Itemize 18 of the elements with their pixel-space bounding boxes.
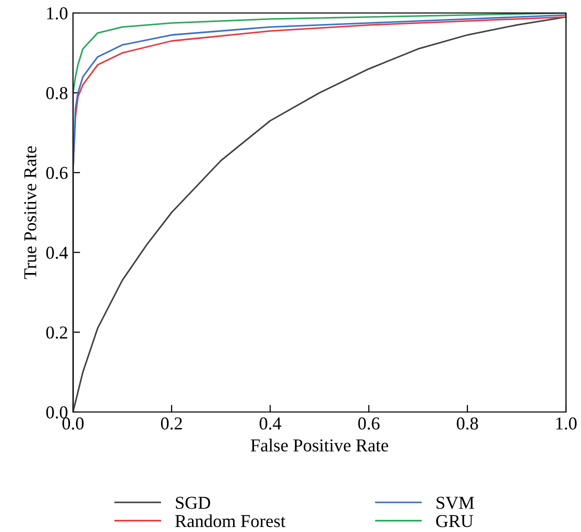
y-tick-label: 0.2 <box>46 326 68 339</box>
x-axis-title: False Positive Rate <box>250 438 388 452</box>
y-axis-title: True Positive Rate <box>24 146 36 280</box>
x-tick-label: 0.4 <box>260 417 282 430</box>
legend-label: SVM <box>436 496 474 509</box>
y-tick-label: 0.6 <box>46 166 68 180</box>
x-tick-label: 0.8 <box>456 417 478 430</box>
y-tick-label: 1.0 <box>47 7 68 20</box>
x-tick-label: 0.0 <box>62 417 84 430</box>
y-tick-label: 0.0 <box>46 406 68 419</box>
x-tick-label: 1.0 <box>556 417 577 430</box>
y-tick-label: 0.4 <box>46 246 68 259</box>
legend-label: GRU <box>436 515 474 528</box>
x-tick-label: 0.6 <box>358 417 380 430</box>
legend-label: SGD <box>176 496 210 509</box>
x-tick-label: 0.2 <box>161 417 182 430</box>
y-tick-label: 0.8 <box>46 87 68 100</box>
legend-label: Random Forest <box>175 514 286 528</box>
